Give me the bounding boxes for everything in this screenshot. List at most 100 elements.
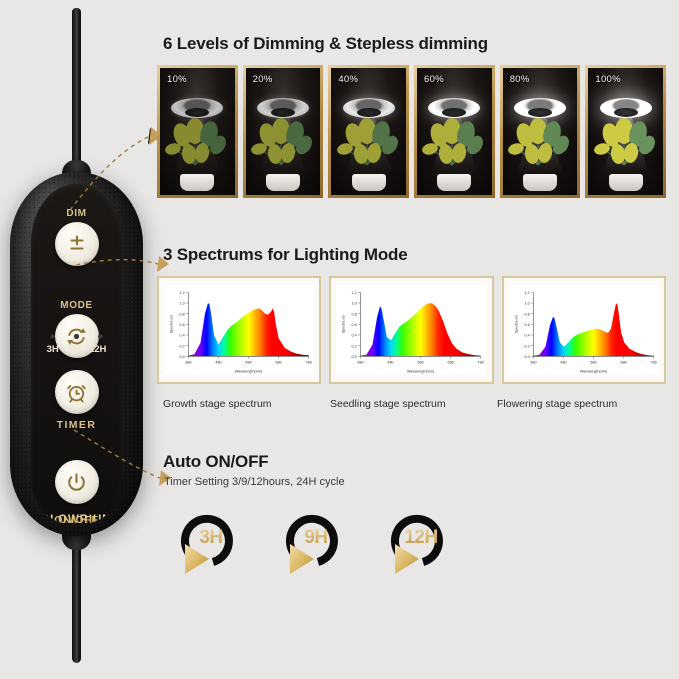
dimming-percent-label: 40% [338,74,359,85]
svg-text:0.6: 0.6 [352,323,357,327]
timer-led-indicators [31,334,122,339]
timer-cycle-badge: 12H [385,500,457,580]
plant-pot [266,174,300,191]
auto-onoff-heading: Auto ON/OFF [163,452,269,471]
svg-text:1.2: 1.2 [179,291,184,295]
alarm-clock-icon [65,381,88,404]
onoff-label: ON/OFF [31,514,122,524]
dimming-level-card: 60% [414,65,495,198]
svg-text:0.0: 0.0 [352,355,357,359]
svg-text:1.2: 1.2 [524,291,529,295]
cycle-arrows-icon [65,325,88,348]
timer-cycle-badge: 3H [175,500,247,580]
controller-body: DIM MODE [10,172,143,536]
svg-text:680: 680 [620,360,626,364]
svg-text:0.2: 0.2 [352,344,357,348]
timer-cycle-label: 9H [304,527,328,548]
svg-text:780: 780 [478,360,484,364]
dimming-level-card: 80% [499,65,581,198]
plant-illustration [165,118,227,166]
timer-option-12h: 12H [88,344,107,355]
svg-text:0.4: 0.4 [524,334,529,338]
svg-text:580: 580 [590,360,596,364]
dimming-level-card: 40% [328,65,410,198]
led-3h [50,334,55,339]
spectrum-caption-growth: Growth stage spectrum [163,398,272,410]
svg-text:Wavelength(nm): Wavelength(nm) [407,369,435,373]
spectrum-plot: 0.0 0.2 0.4 0.6 0.8 1.0 1.2 380 480 580 680 780 Wave… [336,284,487,376]
dimming-levels-strip: 10% 20% 40% 60% 80% 100% [157,65,667,198]
svg-text:1.0: 1.0 [179,302,184,306]
spectrum-chart-card: 0.0 0.2 0.4 0.6 0.8 1.0 1.2 380 480 580 680 780 Wave… [157,276,322,384]
power-icon [65,471,88,494]
timer-cycle-badge: 9H [280,500,352,580]
dimming-percent-label: 20% [252,74,273,85]
svg-text:480: 480 [215,360,221,364]
ring-light [428,98,481,118]
plant-pot [523,174,558,191]
spectrum-caption-flowering: Flowering stage spectrum [497,398,618,410]
spectrum-plot: 0.0 0.2 0.4 0.6 0.8 1.0 1.2 380 480 580 680 780 Wave… [508,284,659,376]
controller-face: DIM MODE [31,184,122,524]
ring-light [342,98,395,118]
timer-label: TIMER [56,419,97,431]
svg-text:Spectra.rel: Spectra.rel [514,315,518,333]
led-9h [74,334,79,339]
dimming-level-card: 10% [157,65,238,198]
plant-illustration [422,118,484,166]
svg-text:680: 680 [275,360,281,364]
mode-label: MODE [60,300,93,311]
timer-indicator-labels: 3H 9H 12H [31,344,122,355]
led-12h [98,334,103,339]
dimming-percent-label: 60% [424,74,444,85]
svg-text:0.8: 0.8 [524,312,529,316]
svg-text:380: 380 [358,360,364,364]
svg-text:780: 780 [650,360,656,364]
dim-button[interactable] [54,222,99,266]
svg-text:0.2: 0.2 [524,344,529,348]
timer-option-3h: 3H [46,344,59,355]
svg-text:Spectra.rel: Spectra.rel [169,315,173,333]
spectrum-heading: 3 Spectrums for Lighting Mode [163,245,408,264]
spectrum-charts-row: 0.0 0.2 0.4 0.6 0.8 1.0 1.2 380 480 580 680 780 Wave… [157,276,666,384]
svg-text:0.2: 0.2 [179,344,184,348]
plus-minus-icon [66,233,88,255]
svg-text:0.6: 0.6 [179,323,184,327]
svg-text:480: 480 [388,360,394,364]
svg-text:680: 680 [448,360,454,364]
spectrum-chart-card: 0.0 0.2 0.4 0.6 0.8 1.0 1.2 380 480 580 680 780 Wave… [501,276,666,384]
svg-text:1.0: 1.0 [524,302,529,306]
svg-text:0.0: 0.0 [179,355,184,359]
svg-text:480: 480 [560,360,566,364]
ring-light [171,98,224,118]
timer-button[interactable] [54,370,99,414]
svg-text:0.8: 0.8 [352,312,357,316]
spectrum-caption-seedling: Seedling stage spectrum [330,398,446,410]
dimming-percent-label: 80% [509,74,530,85]
svg-text:780: 780 [306,360,312,364]
power-cable-top [72,8,81,173]
plant-pot [437,174,472,191]
power-button[interactable] [54,460,99,504]
ring-light [257,98,309,118]
svg-text:Wavelength(nm): Wavelength(nm) [580,369,608,373]
svg-text:Spectra.rel: Spectra.rel [342,315,346,333]
svg-text:1.2: 1.2 [352,291,357,295]
svg-text:0.0: 0.0 [524,355,529,359]
auto-onoff-subtitle: Timer Setting 3/9/12hours, 24H cycle [164,476,345,488]
dimming-percent-label: 100% [595,74,621,85]
svg-text:0.4: 0.4 [179,334,184,338]
timer-option-9h: 9H [67,344,80,355]
cycle-ring-icon [286,514,338,574]
timer-cycle-row: 3H 9H 12H [175,500,455,592]
svg-text:0.6: 0.6 [524,323,529,327]
svg-text:580: 580 [418,360,424,364]
plant-illustration [336,118,398,166]
svg-text:380: 380 [530,360,536,364]
plant-pot [180,174,215,191]
cycle-ring-icon [391,514,443,574]
svg-text:Wavelength(nm): Wavelength(nm) [235,369,263,373]
brand-logo: GLOWRIUM [31,514,122,524]
svg-text:380: 380 [185,360,191,364]
